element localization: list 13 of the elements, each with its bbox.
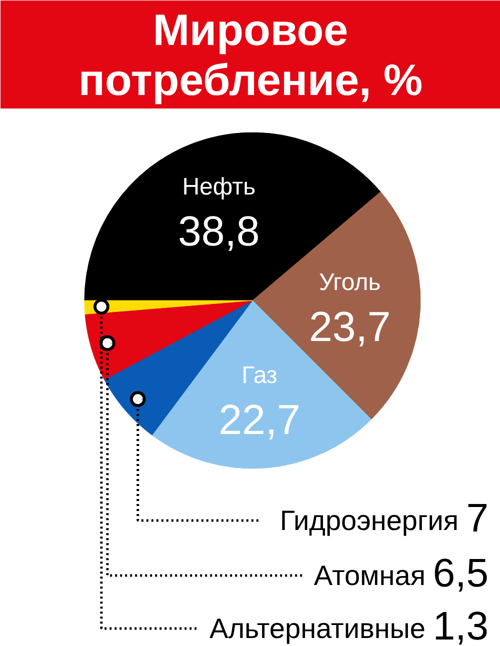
slice-label: Уголь: [318, 268, 381, 296]
data-label: 22,7: [218, 396, 300, 444]
slice-label: Нефть: [182, 174, 256, 201]
slice-label: Альтернативные: [210, 613, 426, 644]
data-label: 38,8: [178, 208, 260, 255]
data-label: 6,5: [432, 552, 489, 596]
data-label: 23,7: [308, 302, 391, 350]
slice-label: Газ: [242, 362, 278, 390]
data-label: 1,3: [432, 604, 489, 646]
slice-label: Гидроэнергия: [280, 505, 458, 536]
chart-title: Мировое потребление, %: [78, 6, 423, 105]
slice-label: Атомная: [314, 560, 426, 591]
data-label: 7: [466, 496, 489, 540]
